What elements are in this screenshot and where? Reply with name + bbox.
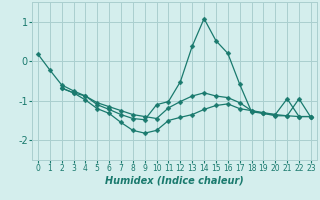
X-axis label: Humidex (Indice chaleur): Humidex (Indice chaleur) (105, 176, 244, 186)
